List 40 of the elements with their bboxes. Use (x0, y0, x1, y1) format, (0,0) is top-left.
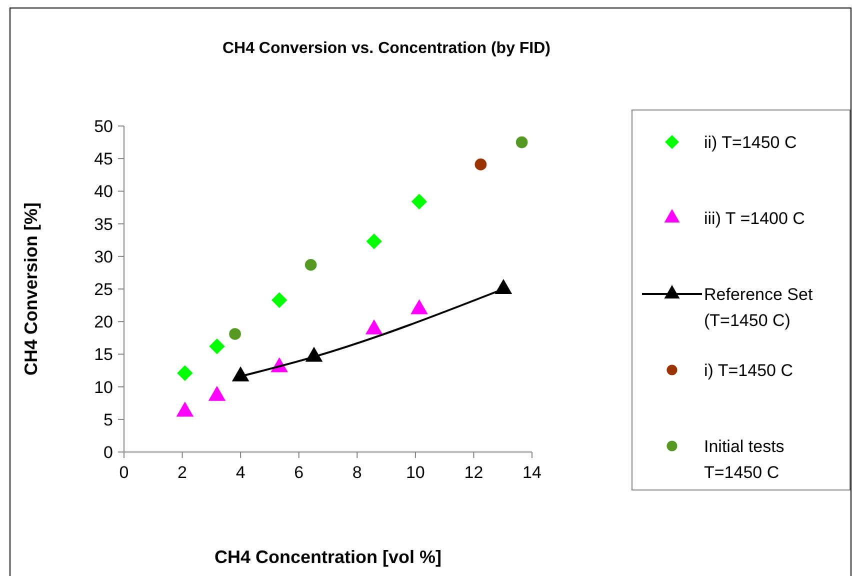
x-tick-label: 2 (178, 463, 188, 482)
point (516, 136, 528, 148)
point (208, 386, 226, 401)
point (365, 319, 383, 334)
y-tick-label: 20 (94, 312, 113, 332)
y-tick-label: 15 (94, 345, 113, 364)
x-tick-label: 8 (352, 463, 362, 482)
legend-label: i) T=1450 C (704, 361, 793, 380)
x-tick-label: 12 (464, 463, 484, 482)
y-tick-label: 5 (104, 410, 113, 430)
point (494, 278, 512, 294)
chart-title: CH4 Conversion vs. Concentration (by FID) (222, 40, 551, 57)
point (411, 194, 428, 210)
point (305, 346, 323, 362)
x-tick-label: 14 (522, 463, 542, 482)
y-tick-label: 25 (94, 280, 113, 299)
point (176, 402, 194, 417)
x-axis-title: CH4 Concentration [vol %] (214, 547, 442, 567)
point (271, 292, 288, 308)
legend-label: Initial tests T=1450 C (704, 437, 784, 482)
legend-label: Reference Set (T=1450 C) (704, 285, 813, 330)
y-axis-title: CH4 Conversion [%] (21, 202, 41, 376)
y-tick-label: 10 (94, 378, 113, 397)
legend-label: iii) T =1400 C (704, 209, 805, 228)
x-tick-label: 10 (406, 463, 425, 482)
x-tick-label: 6 (294, 463, 304, 482)
point (304, 258, 317, 271)
y-tick-label: 50 (94, 117, 113, 136)
legend-label: ii) T=1450 C (704, 133, 797, 152)
point (232, 366, 250, 382)
y-tick-label: 30 (94, 247, 113, 266)
point (410, 299, 428, 314)
y-tick-label: 35 (94, 214, 113, 234)
point (366, 234, 382, 250)
y-tick-label: 40 (94, 182, 113, 202)
x-tick-label: 0 (119, 463, 129, 482)
point (474, 158, 487, 170)
x-tick-label: 4 (236, 463, 246, 482)
y-tick-label: 45 (94, 150, 113, 169)
y-tick-label: 0 (104, 443, 113, 462)
